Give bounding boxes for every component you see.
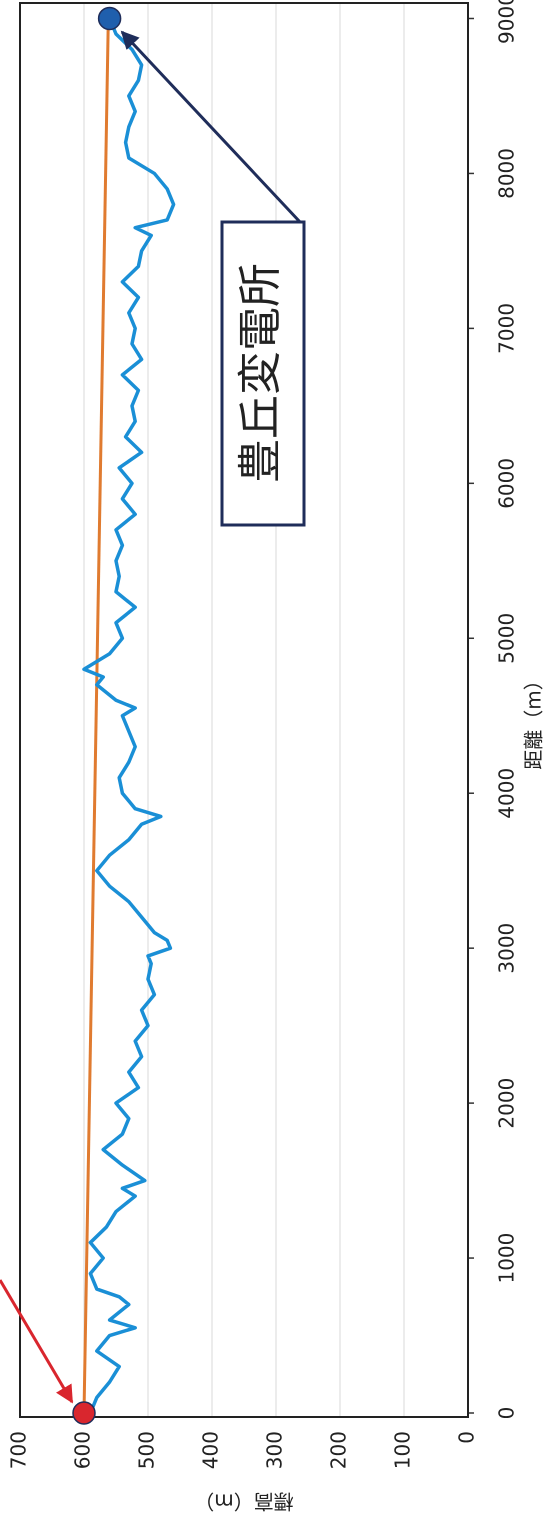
point-marker	[72, 1401, 96, 1425]
y-tick-label: 100	[391, 1431, 415, 1469]
x-tick-label: 3000	[495, 923, 519, 974]
plot: 0100200300400500600700010002000300040005…	[7, 0, 519, 1469]
y-tick-label: 700	[7, 1431, 31, 1469]
x-tick-label: 7000	[495, 303, 519, 354]
y-tick-label: 0	[455, 1431, 479, 1444]
rotated-chart: 0100200300400500600700010002000300040005…	[7, 0, 546, 1514]
plot-border	[19, 2, 469, 1418]
x-tick-label: 1000	[495, 1233, 519, 1284]
x-tick-label: 9000	[495, 0, 519, 44]
y-tick-label: 500	[135, 1431, 159, 1469]
point-marker	[97, 6, 122, 31]
arrow	[0, 1279, 74, 1404]
y-tick-label: 200	[327, 1431, 351, 1469]
plot-area	[20, 3, 468, 1417]
x-tick-label: 2000	[495, 1078, 519, 1129]
x-tick-label: 8000	[495, 148, 519, 199]
annotation-box	[220, 220, 306, 527]
x-axis-label: 距離（m）	[522, 670, 546, 769]
annotation-arrow	[120, 30, 302, 224]
series-line	[82, 18, 110, 1414]
x-tick-label: 0	[495, 1407, 519, 1420]
x-tick-label: 6000	[495, 458, 519, 509]
y-tick-label: 300	[263, 1431, 287, 1469]
x-tick-label: 5000	[495, 613, 519, 664]
series-line	[82, 17, 176, 1414]
y-tick-label: 600	[71, 1431, 95, 1469]
x-tick-label: 4000	[495, 768, 519, 819]
annotation: 豊丘変電所	[235, 263, 286, 483]
y-axis-label: 標高（m）	[194, 1490, 293, 1514]
y-tick-label: 400	[199, 1431, 223, 1469]
